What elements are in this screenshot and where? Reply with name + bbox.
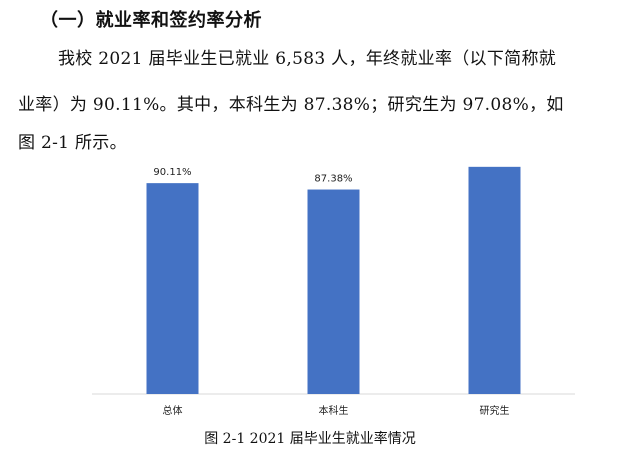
data-label-2: 97.08% bbox=[475, 160, 513, 162]
paragraph-line-3: 图 2-1 所示。 bbox=[18, 133, 127, 153]
bar-0 bbox=[146, 183, 199, 394]
bar-1 bbox=[307, 189, 360, 394]
data-label-1: 87.38% bbox=[314, 174, 352, 185]
data-label-0: 90.11% bbox=[153, 167, 191, 178]
section-heading: （一）就业率和签约率分析 bbox=[40, 10, 262, 31]
figure-caption: 图 2-1 2021 届毕业生就业率情况 bbox=[204, 431, 416, 447]
bar-2 bbox=[468, 166, 521, 394]
category-label-2: 研究生 bbox=[480, 404, 510, 417]
category-label-1: 本科生 bbox=[319, 404, 349, 417]
employment-rate-chart: 90.11% 总体 87.38% 本科生 97.08% 研究生 bbox=[0, 151, 620, 430]
paragraph-line-2: 业率）为 90.11%。其中，本科生为 87.38%；研究生为 97.08%，如 bbox=[18, 95, 564, 115]
category-label-0: 总体 bbox=[163, 404, 183, 417]
paragraph-line-1: 我校 2021 届毕业生已就业 6,583 人，年终就业率（以下简称就 bbox=[58, 49, 557, 69]
chart-svg: 90.11% 总体 87.38% 本科生 97.08% 研究生 bbox=[92, 151, 575, 417]
